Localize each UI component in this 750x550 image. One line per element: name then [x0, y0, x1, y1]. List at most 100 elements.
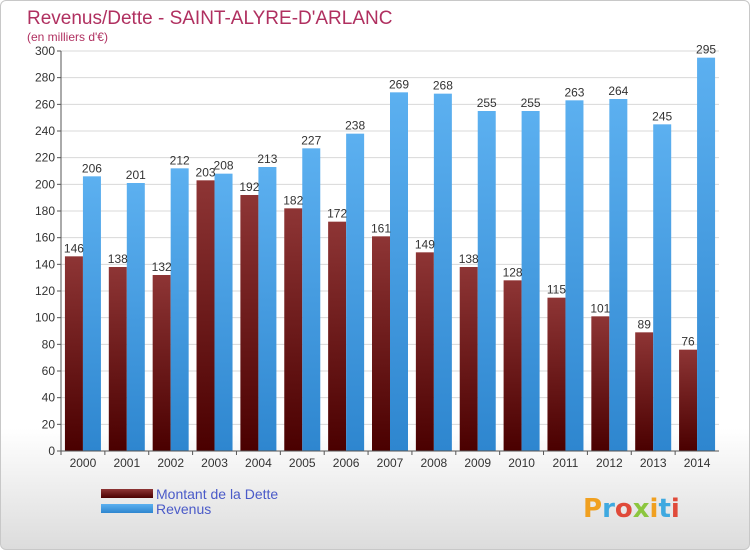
value-label-revenus: 295: [696, 43, 716, 57]
bar-revenus: [258, 167, 277, 451]
legend: Montant de la Dette Revenus: [101, 486, 278, 517]
bars: [64, 57, 716, 452]
proxiti-logo: Proxiti: [583, 494, 680, 524]
x-tick-label: 2014: [684, 456, 711, 470]
x-tick-label: 2011: [553, 456, 579, 470]
bar-revenus: [126, 183, 145, 451]
bar-revenus: [302, 148, 321, 452]
bar-revenus: [477, 111, 496, 451]
value-label-dette: 101: [590, 301, 610, 315]
x-axis-ticks: 2000 2001 2002 2003 2004 2005 2006 2007 2008 2009…: [60, 451, 711, 470]
value-label-dette: 115: [547, 283, 566, 297]
y-tick-label: 280: [35, 71, 55, 85]
y-tick-label: 40: [42, 391, 56, 405]
chart-subtitle: (en milliers d'€): [27, 30, 108, 44]
value-label-revenus: 208: [214, 159, 234, 173]
value-label-dette: 161: [371, 221, 391, 235]
x-tick-label: 2002: [157, 456, 184, 470]
x-tick-label: 2005: [289, 456, 316, 470]
y-tick-label: 120: [35, 284, 55, 298]
value-label-dette: 138: [108, 252, 128, 266]
bar-dette: [547, 297, 566, 451]
y-tick-label: 100: [35, 311, 55, 325]
x-tick-label: 2009: [464, 456, 491, 470]
value-label-revenus: 201: [126, 168, 146, 182]
y-tick-label: 240: [35, 124, 55, 138]
value-label-dette: 89: [638, 317, 652, 331]
value-label-revenus: 213: [257, 152, 277, 166]
bar-revenus: [565, 100, 584, 451]
bar-dette: [635, 332, 654, 451]
bar-revenus: [653, 124, 672, 451]
x-tick-label: 2003: [201, 456, 228, 470]
x-tick-label: 2012: [596, 456, 623, 470]
value-label-revenus: 245: [652, 109, 672, 123]
y-tick-label: 140: [35, 257, 55, 271]
bar-dette: [152, 275, 171, 451]
bar-dette: [196, 180, 215, 452]
bar-revenus: [346, 133, 365, 451]
value-label-dette: 182: [283, 193, 303, 207]
y-tick-label: 0: [48, 444, 55, 458]
x-tick-label: 2004: [245, 456, 272, 470]
value-label-revenus: 268: [433, 79, 453, 93]
bar-revenus: [214, 173, 233, 451]
value-label-dette: 128: [503, 265, 523, 279]
value-label-dette: 192: [239, 180, 259, 194]
value-label-dette: 132: [152, 260, 172, 274]
bar-dette: [415, 252, 434, 451]
legend-swatch-debt: [101, 489, 153, 498]
bar-dette: [679, 349, 698, 451]
svg-text:Proxiti: Proxiti: [583, 494, 680, 524]
y-tick-label: 80: [42, 337, 56, 351]
bar-dette: [503, 280, 522, 451]
x-tick-label: 2006: [333, 456, 360, 470]
value-label-revenus: 255: [477, 96, 497, 110]
value-label-revenus: 238: [345, 119, 365, 133]
value-label-revenus: 212: [170, 153, 190, 167]
y-tick-label: 160: [35, 231, 55, 245]
value-label-revenus: 264: [608, 84, 628, 98]
value-label-revenus: 206: [82, 161, 102, 175]
y-tick-label: 260: [35, 97, 55, 111]
value-label-dette: 203: [196, 165, 216, 179]
y-tick-label: 60: [42, 364, 56, 378]
bar-revenus: [697, 57, 716, 452]
legend-swatch-revenus: [101, 504, 153, 513]
value-label-dette: 149: [415, 237, 435, 251]
y-tick-label: 20: [42, 417, 56, 431]
value-label-revenus: 263: [564, 85, 584, 99]
x-tick-label: 2010: [508, 456, 535, 470]
bar-revenus: [170, 168, 189, 452]
bar-dette: [64, 256, 83, 451]
value-label-revenus: 255: [521, 96, 541, 110]
bar-revenus: [82, 176, 101, 452]
bar-revenus: [390, 92, 408, 451]
x-tick-label: 2013: [640, 456, 667, 470]
bar-dette: [240, 195, 259, 451]
value-label-revenus: 269: [389, 77, 409, 91]
legend-label-debt: Montant de la Dette: [156, 486, 278, 502]
y-tick-label: 200: [35, 177, 55, 191]
bar-revenus: [433, 93, 452, 452]
y-tick-label: 300: [35, 44, 55, 58]
bar-dette: [284, 208, 303, 451]
bar-dette: [372, 236, 390, 451]
bar-revenus: [609, 99, 628, 451]
bar-dette: [328, 221, 347, 451]
y-tick-label: 220: [35, 151, 55, 165]
y-axis-ticks: 0 20 40 60 80 100 120 140 160 180 200 220 240 260 280 3…: [35, 44, 61, 458]
value-label-dette: 146: [64, 241, 84, 255]
bar-dette: [108, 267, 127, 451]
bar-dette: [591, 316, 610, 451]
y-tick-label: 180: [35, 204, 55, 218]
value-label-dette: 76: [681, 335, 695, 349]
value-label-dette: 172: [327, 207, 347, 221]
bar-dette: [459, 267, 478, 451]
chart-title: Revenus/Dette - SAINT-ALYRE-D'ARLANC: [27, 8, 392, 29]
bar-revenus: [521, 111, 540, 451]
value-label-dette: 138: [459, 252, 479, 266]
